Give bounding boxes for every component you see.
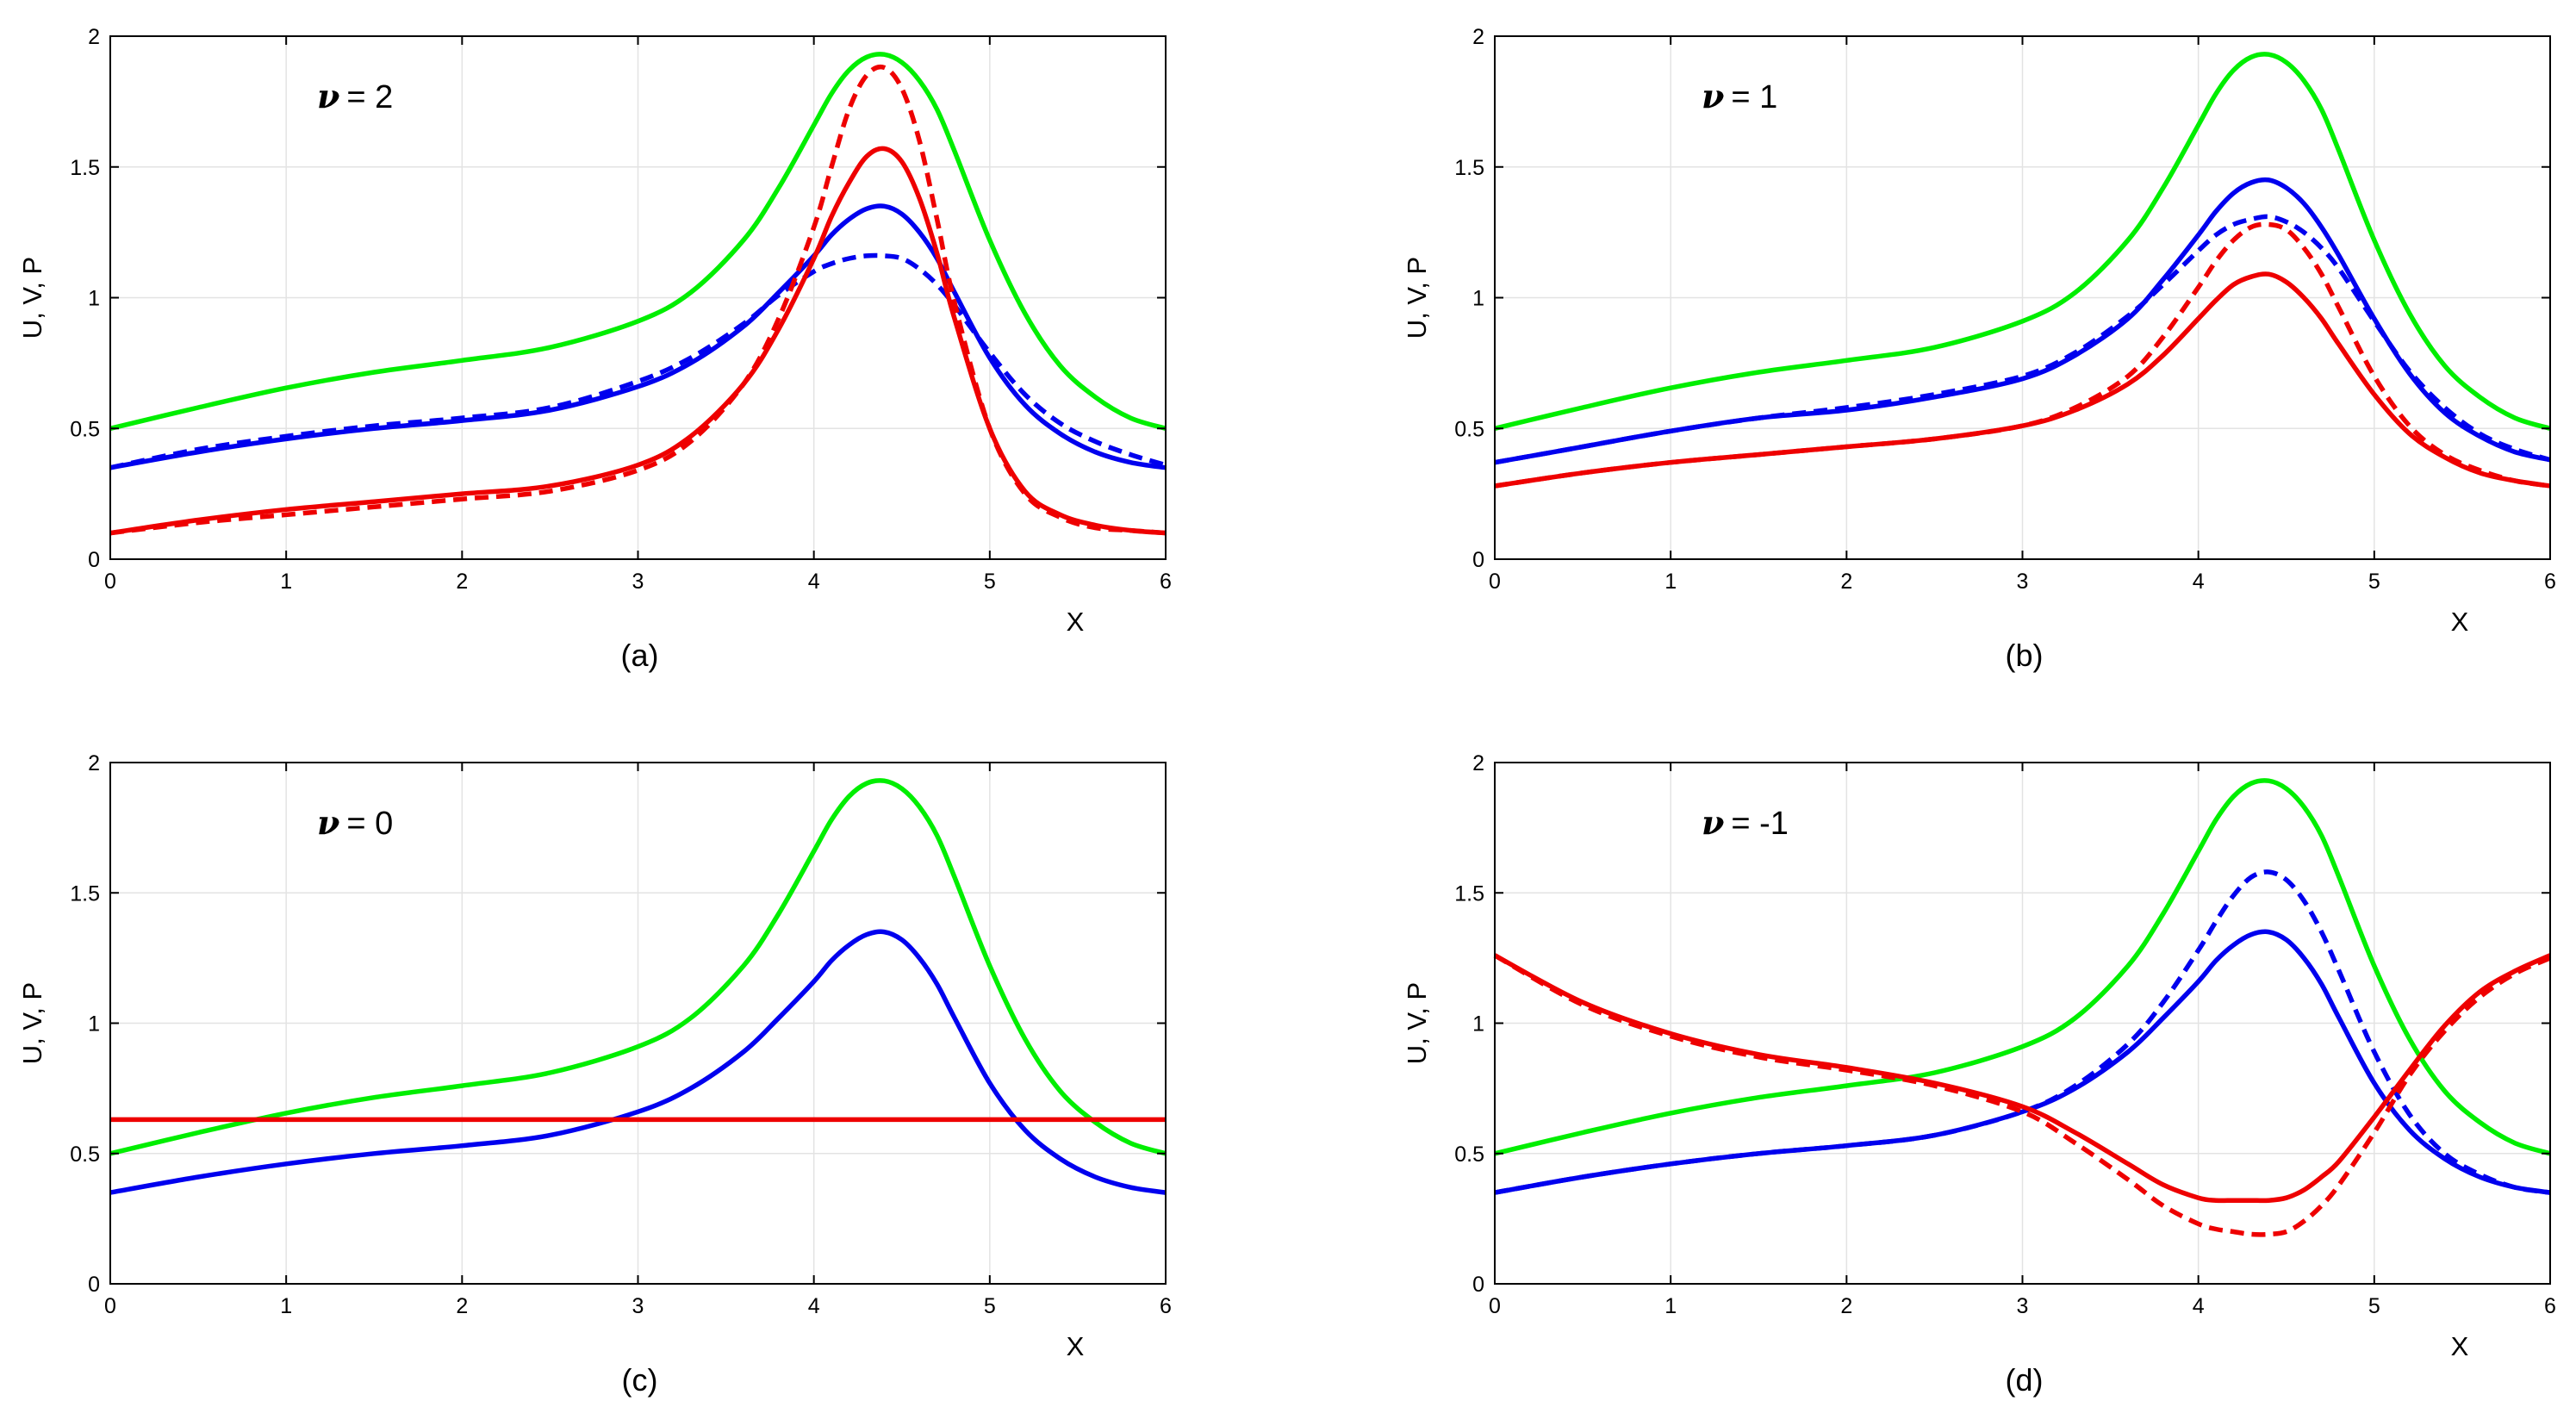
x-tick-label: 6	[2544, 1294, 2556, 1318]
series-line-red-solid	[1493, 953, 2552, 1204]
series-line-green-solid	[1494, 778, 2551, 1156]
panel-caption: (a)	[621, 638, 659, 673]
y-tick-label: 1	[88, 1012, 100, 1037]
y-tick-label: 1	[88, 287, 100, 311]
x-tick-label: 2	[1840, 1294, 1852, 1318]
nu-symbol: ν	[1702, 803, 1724, 842]
y-tick-label: 0	[1472, 548, 1484, 572]
y-axis-label: U, V, P	[1402, 257, 1432, 339]
y-tick-label: 2	[1472, 25, 1484, 49]
x-tick-label: 1	[280, 1294, 292, 1318]
x-tick-label: 2	[456, 570, 468, 594]
x-tick-label: 2	[1840, 570, 1852, 594]
x-tick-label: 3	[2017, 1294, 2029, 1318]
y-axis-label: U, V, P	[1402, 982, 1432, 1064]
nu-annotation: ν = -1	[1702, 803, 1789, 842]
y-tick-label: 0.5	[70, 1143, 100, 1167]
x-tick-label: 6	[2544, 570, 2556, 594]
series-line-green-solid	[109, 778, 1167, 1156]
nu-value: = -1	[1731, 806, 1789, 842]
series-line-blue-dashed	[1494, 869, 2551, 1195]
x-tick-label: 0	[104, 1294, 116, 1318]
x-tick-label: 5	[984, 1294, 996, 1318]
y-tick-label: 0	[88, 548, 100, 572]
panel-caption: (c)	[622, 1362, 658, 1398]
series-line-blue-solid	[109, 929, 1167, 1195]
y-tick-label: 1.5	[70, 156, 100, 180]
x-axis-label: X	[1067, 1331, 1085, 1361]
x-tick-label: 1	[280, 570, 292, 594]
series-line-blue-solid	[1494, 929, 2551, 1195]
x-tick-label: 0	[1489, 570, 1501, 594]
series-line-blue-dashed	[1494, 214, 2551, 465]
y-tick-label: 1	[1472, 287, 1484, 311]
panel-d: 0 1 2 3 4 5 6 0 0.5 1 1.5 2 X U, V, P (d) ν = -1	[1402, 751, 2556, 1398]
y-tick-label: 2	[88, 25, 100, 49]
x-tick-label: 1	[1664, 570, 1677, 594]
panel-c: 0 1 2 3 4 5 6 0 0.5 1 1.5 2 X U, V, P (c) ν = 0	[17, 751, 1172, 1398]
nu-value: = 1	[1731, 79, 1777, 115]
x-tick-label: 4	[2193, 1294, 2205, 1318]
nu-value: = 2	[346, 79, 393, 115]
nu-symbol: ν	[1702, 77, 1724, 115]
x-tick-label: 0	[1489, 1294, 1501, 1318]
series-line-blue-solid	[1494, 177, 2551, 465]
y-tick-label: 0	[88, 1273, 100, 1297]
nu-annotation: ν = 2	[317, 77, 393, 115]
y-tick-label: 0.5	[1454, 417, 1484, 441]
x-tick-label: 5	[2368, 570, 2380, 594]
y-tick-label: 0.5	[70, 417, 100, 441]
x-tick-label: 3	[632, 570, 644, 594]
series-line-blue-solid	[109, 203, 1167, 470]
series-line-green-solid	[1494, 52, 2551, 431]
x-tick-label: 4	[808, 1294, 820, 1318]
x-tick-label: 3	[632, 1294, 644, 1318]
y-tick-label: 1.5	[1454, 881, 1484, 906]
y-axis-label: U, V, P	[17, 982, 47, 1064]
x-tick-label: 2	[456, 1294, 468, 1318]
x-tick-label: 4	[2193, 570, 2205, 594]
x-axis-label: X	[2451, 1331, 2469, 1361]
series-line-red-solid	[1494, 271, 2551, 489]
panel-a: 0 1 2 3 4 5 6 0 0.5 1 1.5 2 X U, V, P (a) ν = 2	[17, 25, 1172, 673]
nu-symbol: ν	[317, 803, 339, 842]
x-tick-label: 6	[1160, 1294, 1172, 1318]
y-tick-label: 1	[1472, 1012, 1484, 1037]
series-line-red-dashed	[1493, 953, 2552, 1237]
panel-caption: (b)	[2006, 638, 2044, 673]
x-tick-label: 4	[808, 570, 820, 594]
y-tick-label: 1.5	[70, 881, 100, 906]
nu-value: = 0	[346, 806, 393, 842]
nu-annotation: ν = 0	[317, 803, 393, 842]
x-tick-label: 3	[2017, 570, 2029, 594]
x-axis-label: X	[2451, 607, 2469, 637]
series-line-green-solid	[109, 52, 1167, 431]
y-tick-label: 2	[1472, 751, 1484, 775]
series-line-blue-dashed	[109, 252, 1167, 470]
y-tick-label: 2	[88, 751, 100, 775]
panel-caption: (d)	[2006, 1362, 2044, 1398]
y-tick-label: 0	[1472, 1273, 1484, 1297]
panel-b: 0 1 2 3 4 5 6 0 0.5 1 1.5 2 X U, V, P (b) ν = 1	[1402, 25, 2556, 673]
x-axis-label: X	[1067, 607, 1085, 637]
x-tick-label: 5	[984, 570, 996, 594]
y-axis-label: U, V, P	[17, 257, 47, 339]
x-tick-label: 6	[1160, 570, 1172, 594]
nu-symbol: ν	[317, 77, 339, 115]
x-tick-label: 5	[2368, 1294, 2380, 1318]
y-tick-label: 1.5	[1454, 156, 1484, 180]
y-tick-label: 0.5	[1454, 1143, 1484, 1167]
x-tick-label: 1	[1664, 1294, 1677, 1318]
x-tick-label: 0	[104, 570, 116, 594]
nu-annotation: ν = 1	[1702, 77, 1777, 115]
